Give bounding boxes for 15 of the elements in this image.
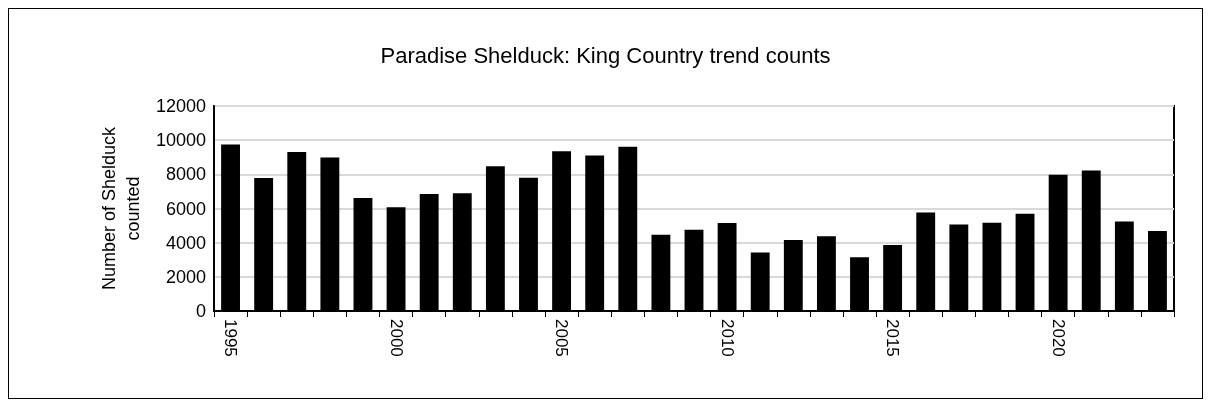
y-axis-title: Number of Shelduck counted bbox=[99, 125, 144, 291]
y-tick-label: 0 bbox=[195, 301, 206, 321]
y-tick-label: 10000 bbox=[155, 130, 206, 151]
x-tick-label: 2000 bbox=[386, 319, 406, 357]
y-tick-label: 12000 bbox=[155, 96, 206, 116]
x-tick-label: 1995 bbox=[221, 319, 241, 357]
x-tick-label: 2010 bbox=[717, 319, 737, 357]
x-tick-label: 2005 bbox=[552, 319, 572, 357]
y-tick-label: 6000 bbox=[165, 198, 206, 219]
x-tick-label: 2015 bbox=[883, 319, 903, 357]
chart-title: Paradise Shelduck: King Country trend counts bbox=[380, 42, 831, 68]
y-tick-label: 2000 bbox=[165, 266, 206, 287]
y-tick-label: 4000 bbox=[165, 232, 206, 253]
x-tick-label: 2020 bbox=[1048, 319, 1068, 357]
y-tick-label: 8000 bbox=[165, 164, 206, 185]
